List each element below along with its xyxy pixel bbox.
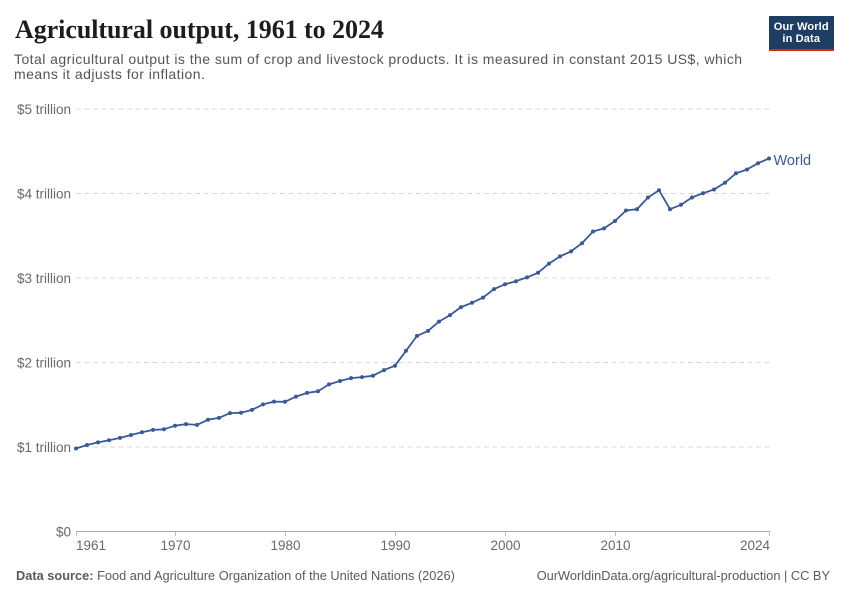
svg-text:1980: 1980 xyxy=(270,538,300,553)
svg-text:$3 trillion: $3 trillion xyxy=(17,271,71,286)
svg-text:2000: 2000 xyxy=(490,538,520,553)
svg-text:$0: $0 xyxy=(56,524,71,539)
svg-text:2024: 2024 xyxy=(740,538,771,553)
svg-text:$1 trillion: $1 trillion xyxy=(17,440,71,455)
svg-text:1990: 1990 xyxy=(380,538,410,553)
svg-text:World: World xyxy=(774,153,812,169)
svg-text:1961: 1961 xyxy=(76,538,106,553)
svg-text:1970: 1970 xyxy=(160,538,190,553)
svg-text:$5 trillion: $5 trillion xyxy=(17,102,71,117)
svg-text:2010: 2010 xyxy=(600,538,630,553)
svg-text:$4 trillion: $4 trillion xyxy=(17,186,71,201)
svg-text:$2 trillion: $2 trillion xyxy=(17,355,71,370)
